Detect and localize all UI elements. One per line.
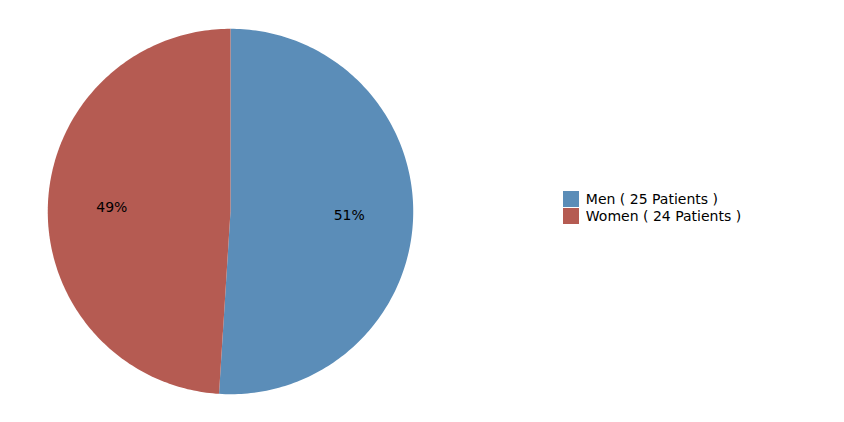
svg-text:51%: 51% [334, 207, 365, 223]
html-text:Men ( 25 Patients ): Men ( 25 Patients ) [585, 190, 718, 207]
svg-text:49%: 49% [96, 199, 127, 215]
html-text:Women ( 24 Patients ): Women ( 24 Patients ) [585, 207, 742, 224]
